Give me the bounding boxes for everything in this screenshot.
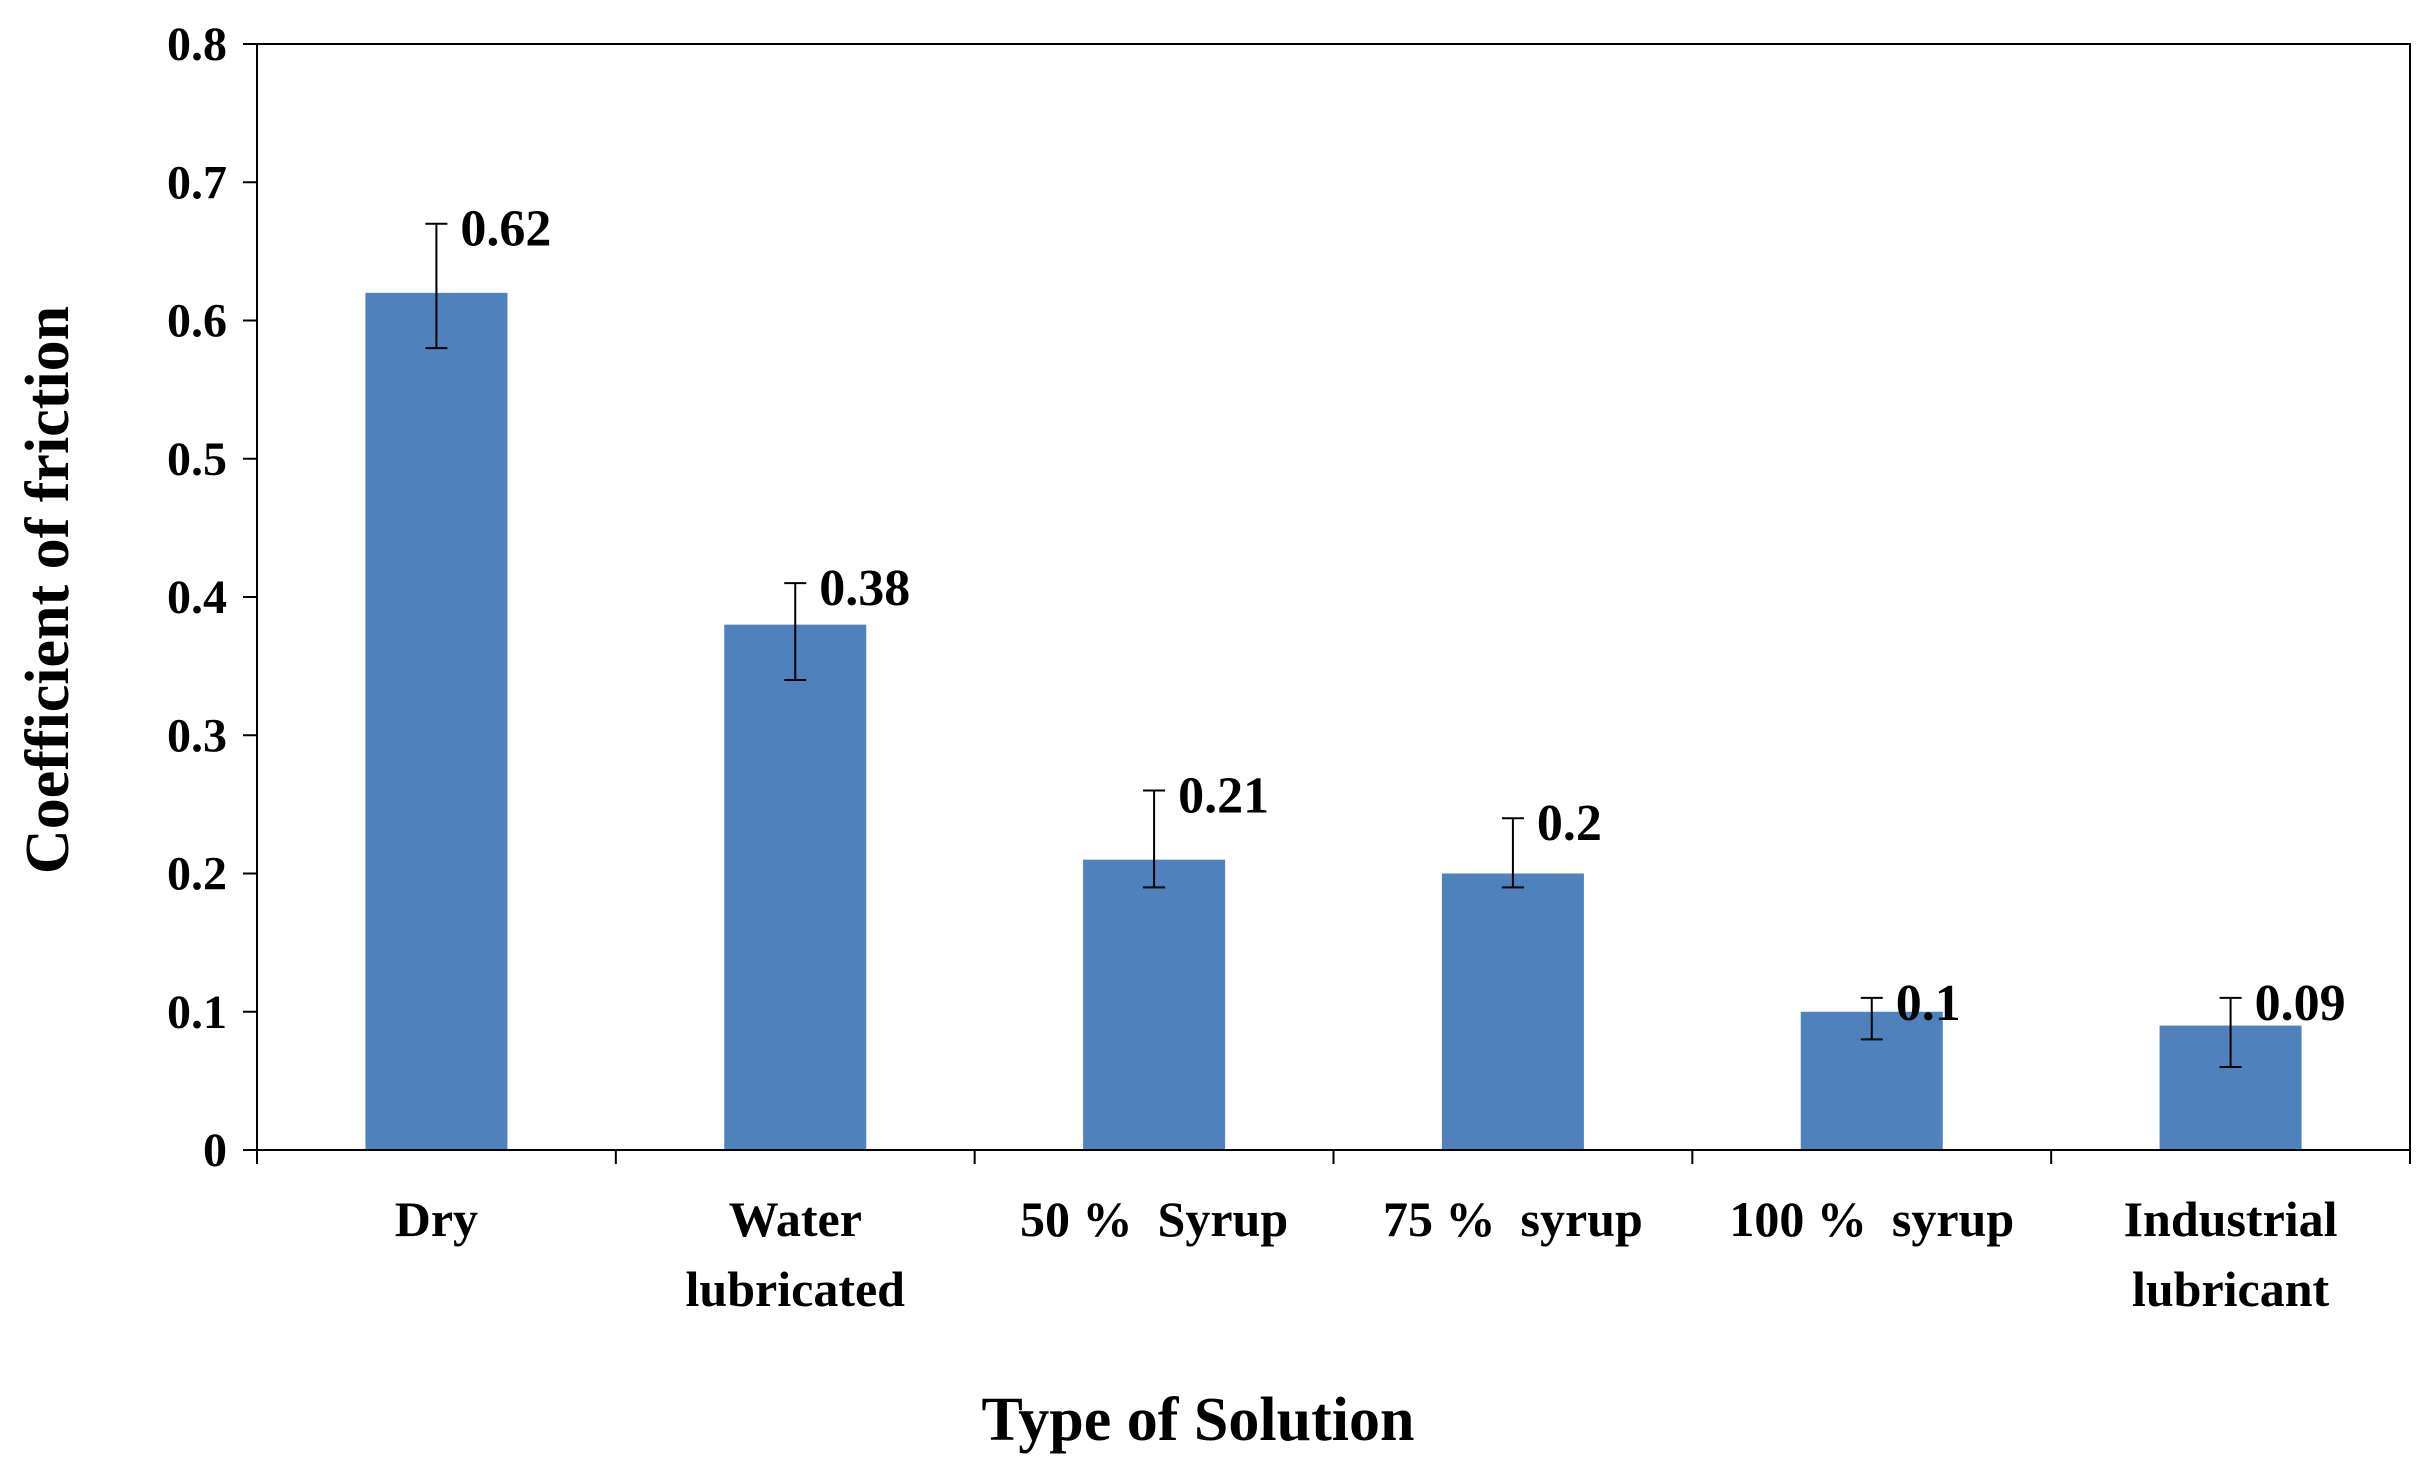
data-label: 0.1 bbox=[1896, 975, 1961, 1032]
x-category-label: lubricant bbox=[2132, 1261, 2330, 1317]
data-label: 0.09 bbox=[2255, 975, 2346, 1032]
x-axis-title: Type of Solution bbox=[982, 1386, 1415, 1454]
bar bbox=[1083, 859, 1226, 1150]
data-label: 0.2 bbox=[1537, 795, 1602, 852]
bar bbox=[1441, 873, 1584, 1150]
y-tick-label: 0.8 bbox=[167, 18, 227, 71]
y-tick-label: 0.5 bbox=[167, 433, 227, 486]
y-tick-label: 0.7 bbox=[167, 156, 227, 209]
bar bbox=[365, 292, 508, 1151]
x-category-label: lubricated bbox=[686, 1261, 906, 1317]
x-category-label: 100 % syrup bbox=[1729, 1191, 2014, 1247]
y-tick-label: 0.3 bbox=[167, 709, 227, 762]
plot-area-frame bbox=[256, 43, 2411, 1151]
x-category-label: 50 % Syrup bbox=[1020, 1191, 1288, 1247]
axes-layer bbox=[243, 43, 2411, 1164]
y-tick-label: 0.2 bbox=[167, 848, 227, 901]
y-tick-label: 0 bbox=[203, 1124, 227, 1177]
data-label: 0.62 bbox=[460, 201, 551, 258]
y-tick-label: 0.4 bbox=[167, 571, 227, 624]
x-category-label: Water bbox=[729, 1191, 862, 1247]
bars-layer bbox=[365, 292, 2302, 1151]
y-tick-label: 0.1 bbox=[167, 986, 227, 1039]
x-category-label: Industrial bbox=[2124, 1191, 2338, 1247]
bar bbox=[724, 624, 867, 1150]
x-category-label: Dry bbox=[395, 1191, 478, 1247]
x-category-label: 75 % syrup bbox=[1383, 1191, 1643, 1247]
y-tick-label: 0.6 bbox=[167, 295, 227, 348]
labels-layer: 0 0.1 0.2 0.3 0.4 0.5 0.6 0.7 0.8 0.62 Dry 0.38 Wate… bbox=[167, 18, 2346, 1317]
data-label: 0.38 bbox=[819, 560, 910, 617]
error-bars-layer bbox=[425, 222, 2242, 1069]
y-axis-title: Coefficient of friction bbox=[14, 306, 82, 874]
data-label: 0.21 bbox=[1178, 768, 1269, 825]
